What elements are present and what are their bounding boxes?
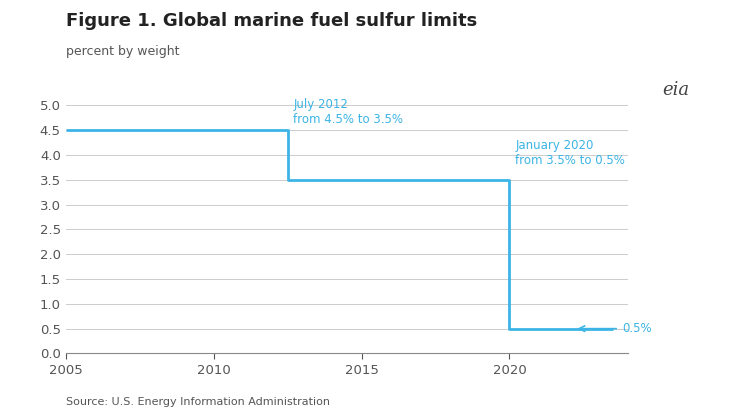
Text: July 2012
from 4.5% to 3.5%: July 2012 from 4.5% to 3.5% [293,98,404,126]
Text: eia: eia [662,81,689,99]
Text: Source: U.S. Energy Information Administration: Source: U.S. Energy Information Administ… [66,397,330,407]
Text: 0.5%: 0.5% [579,322,651,335]
Text: January 2020
from 3.5% to 0.5%: January 2020 from 3.5% to 0.5% [515,139,626,167]
Text: percent by weight: percent by weight [66,45,179,58]
Text: Figure 1. Global marine fuel sulfur limits: Figure 1. Global marine fuel sulfur limi… [66,12,477,30]
